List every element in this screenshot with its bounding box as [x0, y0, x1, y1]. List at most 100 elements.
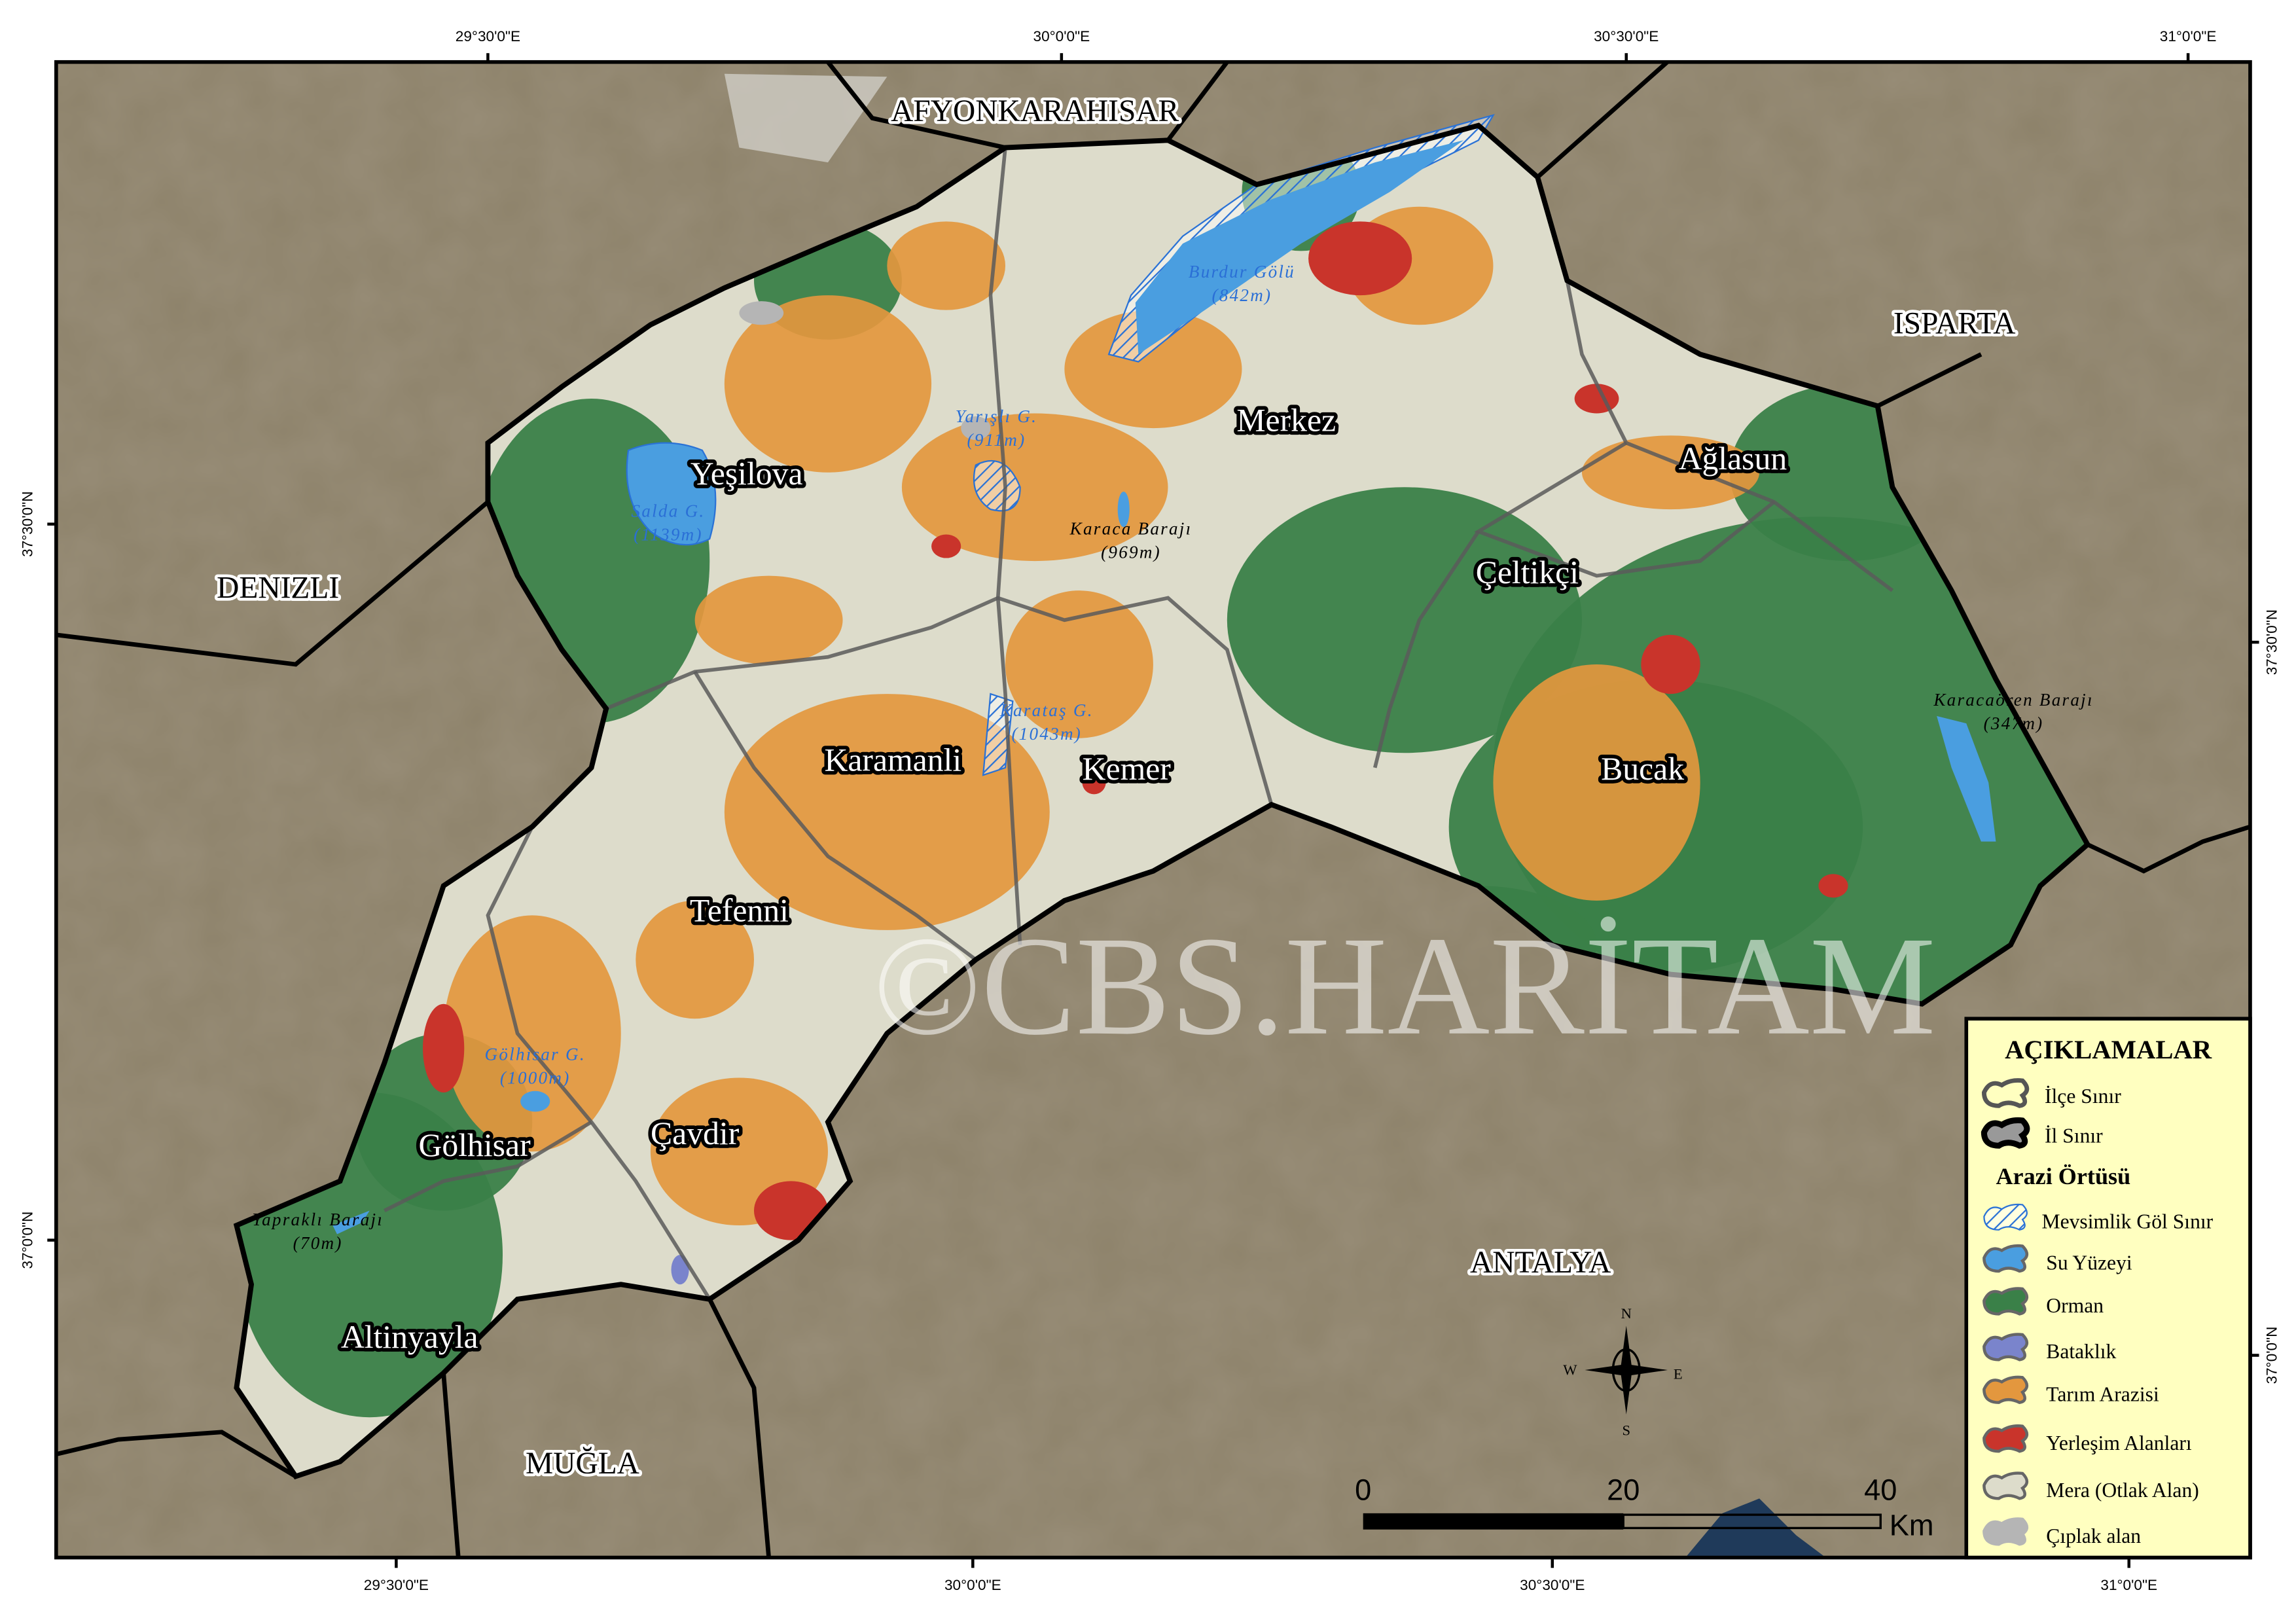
graticule-top-label: 29°30'0"E — [456, 28, 520, 45]
settlement-patch — [931, 534, 961, 558]
compass-needle-east — [1626, 1364, 1668, 1377]
legend-item-label: İlçe Sınır — [2045, 1085, 2121, 1108]
bare-patch — [739, 301, 784, 325]
agriculture-patch — [443, 915, 621, 1152]
compass-e: E — [1674, 1366, 1683, 1382]
graticule-bottom-label: 30°30'0"E — [1520, 1577, 1585, 1593]
lake-name-label: Salda G. — [632, 501, 706, 520]
bare-patch — [961, 416, 991, 441]
dam-yaprakli — [332, 1210, 370, 1235]
scale-tick-label: 0 — [1355, 1473, 1371, 1507]
legend-item-label: Bataklık — [2046, 1340, 2116, 1363]
district-label: Çeltikçi — [1476, 554, 1579, 590]
lake-elevation-label: (1139m) — [634, 525, 703, 545]
scale-tick-label: 20 — [1607, 1473, 1640, 1507]
graticule-bottom-label: 29°30'0"E — [364, 1577, 429, 1593]
settlement-patch — [1082, 770, 1106, 795]
district-label: Çavdir — [651, 1115, 740, 1151]
province-label: ISPARTA — [1893, 307, 2016, 341]
legend-swatch-province-boundary — [1981, 1117, 2030, 1149]
neighbor-boundary-line — [56, 500, 490, 667]
district-boundaries — [384, 147, 1894, 1301]
settlement-patch — [1574, 384, 1619, 414]
agriculture-patch — [1493, 664, 1700, 901]
legend-item-label: Orman — [2046, 1294, 2104, 1317]
scale-bar-filled-segment — [1363, 1513, 1624, 1530]
neighbor-boundary-line — [1535, 62, 1671, 179]
lake-elevation-label: (842m) — [1212, 285, 1272, 305]
burdur-province-boundary — [233, 122, 2091, 1480]
compass-needle-north — [1620, 1326, 1632, 1371]
neighbor-boundary-line — [1166, 62, 1229, 142]
district-boundary-line — [384, 1120, 592, 1212]
legend-item-label: Mera (Otlak Alan) — [2046, 1479, 2199, 1502]
district-boundary-line — [1474, 441, 1776, 578]
graticule-bottom-label: 31°0'0"E — [2100, 1577, 2157, 1593]
lake-name-label: Karataş G. — [999, 700, 1094, 720]
province-label: AFYONKARAHISAR — [891, 94, 1179, 128]
agriculture-patch — [694, 575, 843, 664]
district-label: Altinyayla — [341, 1319, 478, 1355]
graticule-left-label: 37°30'0"N — [20, 492, 36, 557]
lake-salda — [626, 442, 717, 546]
scale-tick-label: 40 — [1864, 1473, 1897, 1507]
compass-n: N — [1621, 1305, 1632, 1322]
legend-item-label: Yerleşim Alanları — [2046, 1432, 2192, 1454]
district-boundary-line — [693, 670, 977, 962]
legend-swatch-landcover — [1982, 1424, 2029, 1453]
lake-yarisli — [973, 460, 1021, 512]
neighbor-boundary-line — [708, 1298, 771, 1558]
settlement-patch — [1308, 221, 1412, 296]
compass-needle-west — [1585, 1364, 1626, 1377]
dam-elevation-label: (70m) — [293, 1233, 343, 1253]
agriculture-patch — [901, 413, 1168, 562]
dam-karaca — [1117, 492, 1130, 528]
map-frame — [54, 60, 2252, 1560]
lake-elevation-label: (1000m) — [500, 1068, 571, 1088]
lake-elevation-label: (1043m) — [1011, 724, 1082, 744]
graticule-top-label: 31°0'0"E — [2160, 28, 2217, 45]
lake-name-label: Yarışlı G. — [956, 406, 1038, 426]
district-label: Gölhisar — [419, 1127, 531, 1163]
watermark-text: ©CBS.HARİTAM — [873, 907, 1935, 1064]
legend-title: AÇIKLAMALAR — [2005, 1035, 2212, 1064]
legend: AÇIKLAMALAR İlçe Sınır İl Sınır Arazi Örtüs… — [1964, 1017, 2252, 1560]
legend-swatch-landcover — [1982, 1471, 2029, 1500]
dam-name-label: Yapraklı Barajı — [252, 1210, 384, 1229]
legend-swatch-landcover — [1982, 1375, 2029, 1405]
agriculture-patch — [1005, 590, 1153, 738]
legend-swatch-landcover — [1982, 1333, 2029, 1362]
scale-bar-empty-segment — [1622, 1513, 1882, 1530]
neighbor-boundary-line — [56, 1430, 297, 1479]
legend-subtitle: Arazi Örtüsü — [1996, 1163, 2130, 1189]
watermark: ©CBS.HARİTAM — [873, 907, 1935, 1064]
district-label: Yeşilova — [691, 456, 803, 492]
compass-s: S — [1622, 1422, 1630, 1438]
dam-elevation-label: (347m) — [1984, 713, 2044, 733]
graticule-right-label: 37°30'0"N — [2264, 609, 2280, 675]
legend-swatch-district-boundary — [1981, 1078, 2030, 1108]
legend-item-label: Çıplak alan — [2046, 1525, 2141, 1547]
agriculture-patch — [1581, 435, 1760, 510]
graticule-bottom-label: 30°0'0"E — [944, 1577, 1001, 1593]
lake-elevation-label: (911m) — [967, 430, 1026, 450]
neighbor-boundary-line — [2087, 824, 2250, 874]
agriculture-patch — [1064, 310, 1242, 429]
dam-karacaoren — [1937, 715, 1996, 842]
district-label: Ağlasun — [1679, 441, 1787, 477]
district-label: Tefenni — [690, 892, 789, 928]
district-boundary-line — [605, 596, 1274, 805]
neighbor-boundary-line — [1876, 352, 1982, 408]
district-label: Karamanli — [825, 742, 962, 778]
agriculture-patch — [724, 694, 1050, 930]
province-boundaries — [56, 62, 2250, 1558]
neighbor-boundary-line — [826, 62, 1006, 150]
province-label: MUĞLA — [526, 1447, 639, 1481]
compass-needle-south — [1620, 1370, 1632, 1415]
lake-burdur — [1135, 140, 1464, 355]
district-boundary-line — [1372, 530, 1480, 768]
graticule-top-label: 30°30'0"E — [1594, 28, 1659, 45]
legend-swatch-landcover — [1982, 1287, 2029, 1316]
district-label: Kemer — [1083, 751, 1172, 787]
